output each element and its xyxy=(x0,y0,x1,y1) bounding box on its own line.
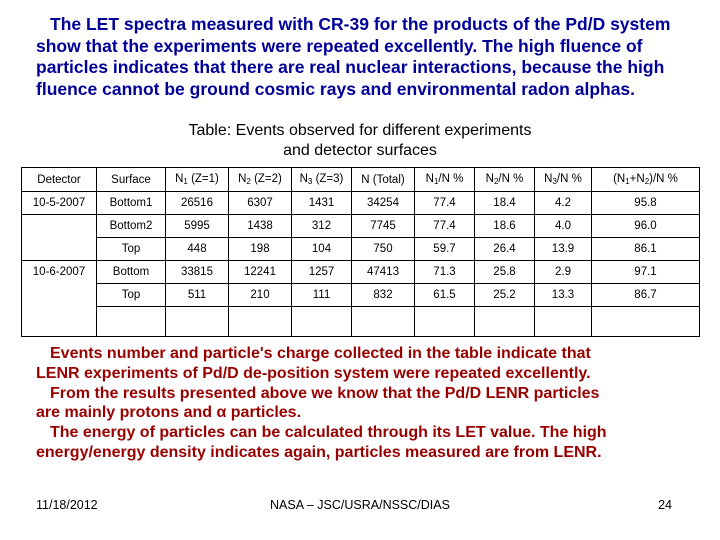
cell-p1: 77.4 xyxy=(414,191,475,215)
cell-surface: Top xyxy=(96,283,166,307)
header-detector: Detector xyxy=(21,167,97,192)
notes-line: From the results presented above we know… xyxy=(50,384,600,402)
cell-p2 xyxy=(474,306,535,337)
cell-total: 750 xyxy=(351,237,415,261)
cell-n2: 198 xyxy=(228,237,292,261)
cell-n1 xyxy=(165,306,229,337)
cell-n1: 26516 xyxy=(165,191,229,215)
cell-p12: 97.1 xyxy=(591,260,700,284)
header-n3: N3 (Z=3) xyxy=(291,167,352,192)
footer-source: NASA – JSC/USRA/NSSC/DIAS xyxy=(270,498,450,512)
table-row: Bottom2 5995 1438 312 7745 77.4 18.6 4.0… xyxy=(21,214,700,238)
table-row: Top 511 210 111 832 61.5 25.2 13.3 86.7 xyxy=(21,283,700,307)
page-number: 24 xyxy=(658,498,672,512)
cell-p2: 26.4 xyxy=(474,237,535,261)
cell-surface: Bottom2 xyxy=(96,214,166,238)
caption-line: and detector surfaces xyxy=(283,142,437,159)
cell-p2: 18.4 xyxy=(474,191,535,215)
cell-total: 34254 xyxy=(351,191,415,215)
cell-p1: 77.4 xyxy=(414,214,475,238)
intro-line: fluence cannot be ground cosmic rays and… xyxy=(36,78,636,99)
intro-line: particles indicates that there are real … xyxy=(36,57,665,77)
cell-surface: Top xyxy=(96,237,166,261)
header-row: Detector Surface N1 (Z=1) N2 (Z=2) N3 (Z… xyxy=(21,167,700,192)
cell-n3 xyxy=(291,306,352,337)
notes-line: LENR experiments of Pd/D de-position sys… xyxy=(36,364,591,382)
cell-total: 832 xyxy=(351,283,415,307)
caption-line: Table: Events observed for different exp… xyxy=(188,122,532,139)
intro-line: show that the experiments were repeated … xyxy=(36,35,643,56)
cell-p3: 13.9 xyxy=(534,237,592,261)
cell-detector xyxy=(21,214,97,238)
events-table: Detector Surface N1 (Z=1) N2 (Z=2) N3 (Z… xyxy=(21,167,700,337)
cell-n3: 1431 xyxy=(291,191,352,215)
cell-n3: 312 xyxy=(291,214,352,238)
cell-p1: 61.5 xyxy=(414,283,475,307)
cell-n3: 111 xyxy=(291,283,352,307)
cell-p3: 2.9 xyxy=(534,260,592,284)
intro-line: The LET spectra measured with CR-39 for … xyxy=(50,14,671,34)
cell-n1: 5995 xyxy=(165,214,229,238)
cell-p1: 59.7 xyxy=(414,237,475,261)
cell-surface xyxy=(96,306,166,337)
cell-p2: 25.8 xyxy=(474,260,535,284)
cell-p12 xyxy=(591,306,700,337)
cell-p3: 4.0 xyxy=(534,214,592,238)
cell-n2: 210 xyxy=(228,283,292,307)
header-ratio-n2: N2/N % xyxy=(474,167,535,192)
header-ntotal: N (Total) xyxy=(351,167,415,192)
cell-n1: 511 xyxy=(165,283,229,307)
notes-line: energy/energy density indicates again, p… xyxy=(36,443,602,461)
notes-line: Events number and particle's charge coll… xyxy=(50,345,591,362)
cell-detector xyxy=(21,306,97,337)
cell-p12: 86.1 xyxy=(591,237,700,261)
cell-detector xyxy=(21,283,97,307)
header-ratio-n3: N3/N % xyxy=(534,167,592,192)
cell-n2: 6307 xyxy=(228,191,292,215)
header-ratio-n1: N1/N % xyxy=(414,167,475,192)
intro-paragraph: The LET spectra measured with CR-39 for … xyxy=(36,14,696,100)
cell-total: 47413 xyxy=(351,260,415,284)
footer-date: 11/18/2012 xyxy=(36,498,98,512)
cell-n1: 448 xyxy=(165,237,229,261)
cell-p12: 95.8 xyxy=(591,191,700,215)
header-n1: N1 (Z=1) xyxy=(165,167,229,192)
notes-line: The energy of particles can be calculate… xyxy=(50,424,607,442)
cell-total: 7745 xyxy=(351,214,415,238)
notes-paragraph: Events number and particle's charge coll… xyxy=(36,344,696,463)
cell-surface: Bottom1 xyxy=(96,191,166,215)
cell-p1: 71.3 xyxy=(414,260,475,284)
cell-n2 xyxy=(228,306,292,337)
cell-p2: 25.2 xyxy=(474,283,535,307)
cell-p12: 86.7 xyxy=(591,283,700,307)
cell-n2: 1438 xyxy=(228,214,292,238)
cell-n3: 104 xyxy=(291,237,352,261)
cell-p12: 96.0 xyxy=(591,214,700,238)
cell-total xyxy=(351,306,415,337)
cell-n2: 12241 xyxy=(228,260,292,284)
cell-p3: 13.3 xyxy=(534,283,592,307)
cell-detector: 10-5-2007 xyxy=(21,191,97,215)
cell-p1 xyxy=(414,306,475,337)
table-caption: Table: Events observed for different exp… xyxy=(0,121,720,161)
header-surface: Surface xyxy=(96,167,166,192)
table-row: 10-5-2007 Bottom1 26516 6307 1431 34254 … xyxy=(21,191,700,215)
cell-detector: 10-6-2007 xyxy=(21,260,97,284)
table-row: Top 448 198 104 750 59.7 26.4 13.9 86.1 xyxy=(21,237,700,261)
table-row xyxy=(21,306,700,337)
cell-p3: 4.2 xyxy=(534,191,592,215)
table-row: 10-6-2007 Bottom 33815 12241 1257 47413 … xyxy=(21,260,700,284)
cell-n3: 1257 xyxy=(291,260,352,284)
cell-p2: 18.6 xyxy=(474,214,535,238)
header-n2: N2 (Z=2) xyxy=(228,167,292,192)
cell-p3 xyxy=(534,306,592,337)
notes-line: are mainly protons and α particles. xyxy=(36,404,302,422)
cell-surface: Bottom xyxy=(96,260,166,284)
cell-n1: 33815 xyxy=(165,260,229,284)
cell-detector xyxy=(21,237,97,261)
header-ratio-n1-n2: (N1+N2)/N % xyxy=(591,167,700,192)
